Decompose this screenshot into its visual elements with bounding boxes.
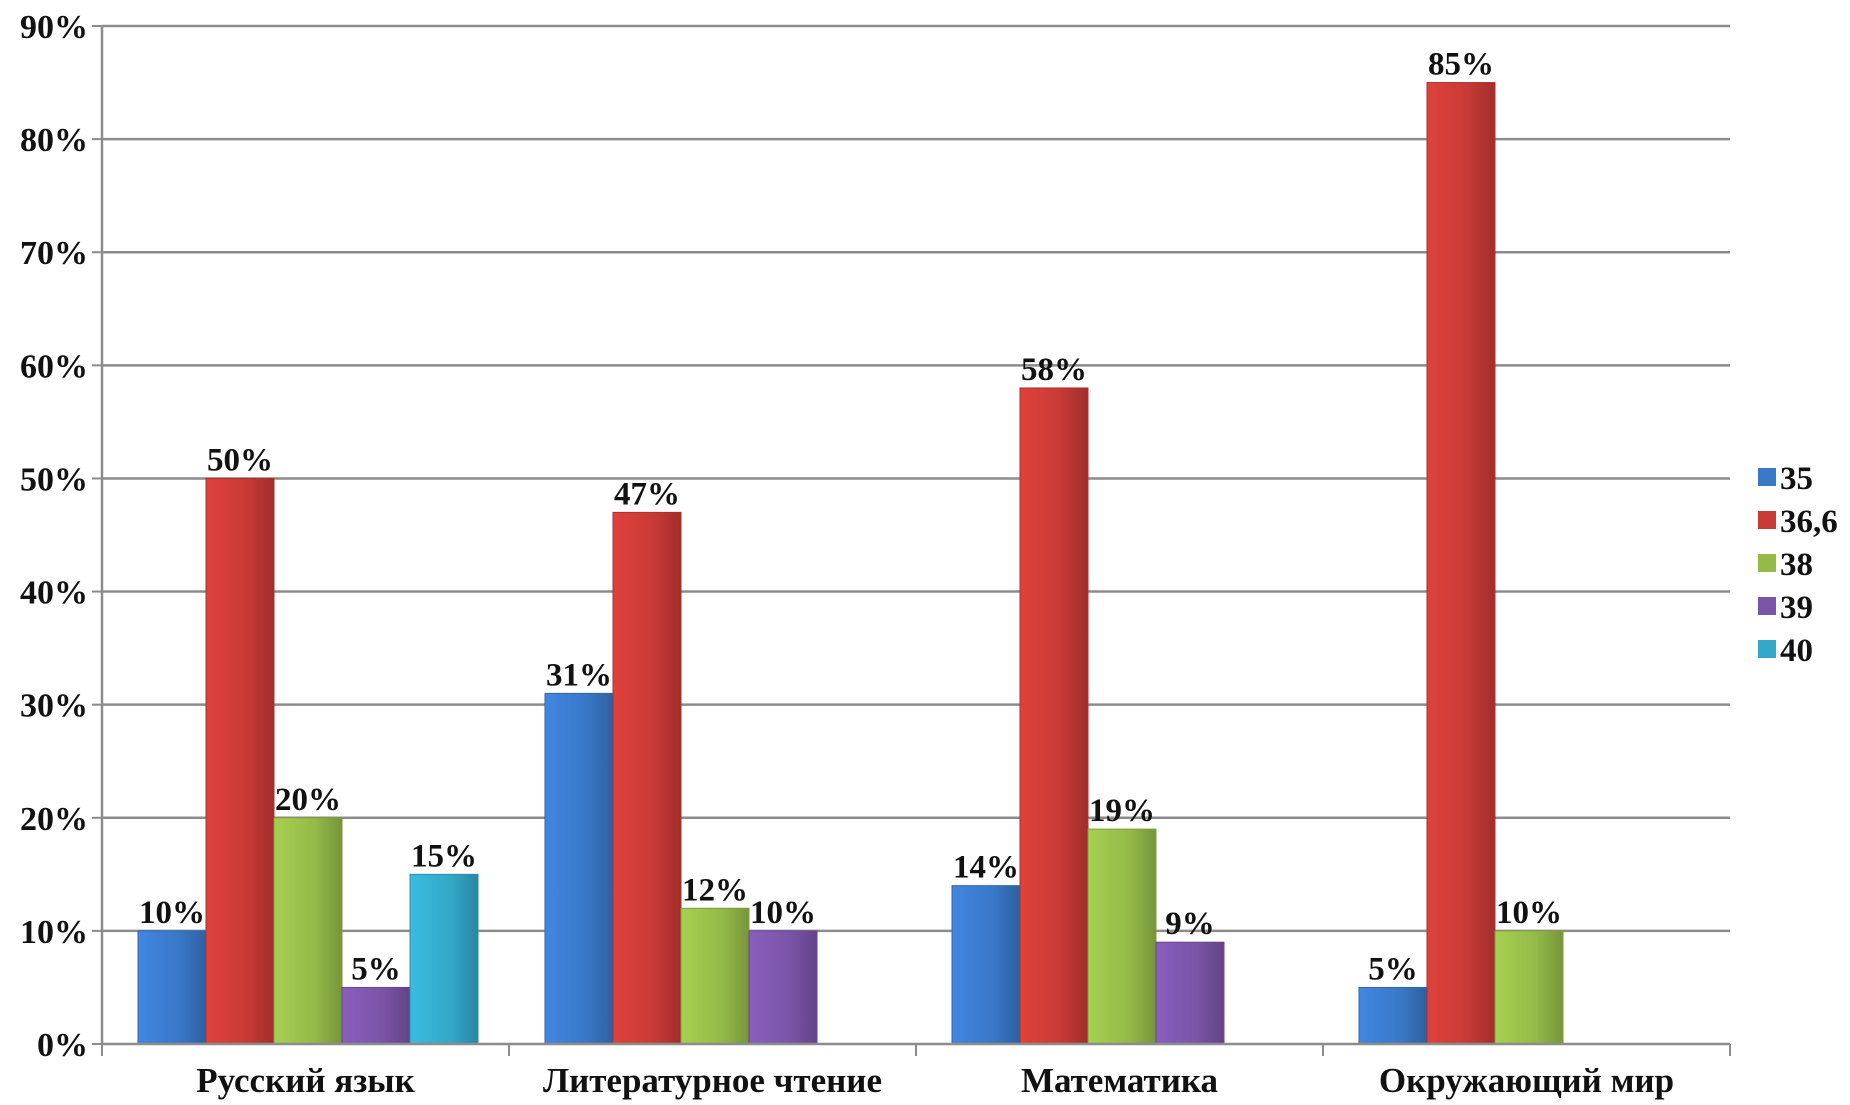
y-tick-label: 40% — [20, 575, 88, 612]
bar-русский-язык-36-6 — [205, 477, 275, 1045]
legend-label: 39 — [1780, 590, 1813, 626]
data-label: 31% — [546, 657, 612, 693]
legend-label: 40 — [1780, 633, 1813, 669]
data-label: 19% — [1089, 793, 1155, 829]
y-tick-label: 50% — [20, 461, 88, 498]
y-tick-label: 60% — [20, 348, 88, 385]
bar-литературное-чтение-35 — [544, 692, 614, 1045]
category-label: Окружающий мир — [1379, 1061, 1674, 1100]
data-labels: 10%50%20%5%15%31%47%12%10%14%58%19%9%5%8… — [139, 47, 1562, 988]
y-tick-label: 0% — [37, 1027, 88, 1064]
legend-label: 35 — [1780, 461, 1813, 497]
gridlines — [102, 24, 1730, 933]
data-label: 12% — [682, 872, 748, 908]
data-label: 10% — [1496, 895, 1562, 931]
legend: 35 36,6 38 39 40 — [1758, 461, 1838, 669]
legend-swatch-39 — [1758, 597, 1776, 615]
data-label: 15% — [411, 838, 477, 874]
category-label: Математика — [1021, 1061, 1218, 1100]
legend-label: 36,6 — [1780, 504, 1838, 540]
legend-swatch-38 — [1758, 554, 1776, 572]
bar-окружающий-мир-38 — [1494, 930, 1564, 1045]
y-tick-label: 20% — [20, 801, 88, 838]
bar-математика-36-6 — [1019, 387, 1089, 1045]
bar-окружающий-мир-36-6 — [1426, 82, 1496, 1045]
bar-русский-язык-40 — [409, 873, 479, 1045]
legend-swatch-36-6 — [1758, 511, 1776, 529]
data-label: 10% — [750, 895, 816, 931]
bar-окружающий-мир-35 — [1358, 986, 1428, 1045]
data-label: 5% — [351, 951, 401, 987]
y-tick-label: 10% — [20, 914, 88, 951]
data-label: 20% — [275, 782, 341, 818]
data-label: 58% — [1021, 352, 1087, 388]
bar-математика-39 — [1155, 941, 1225, 1045]
legend-swatch-35 — [1758, 468, 1776, 486]
bar-литературное-чтение-39 — [748, 930, 818, 1045]
bar-русский-язык-39 — [341, 986, 411, 1045]
y-tick-label: 70% — [20, 235, 88, 272]
bar-математика-35 — [951, 885, 1021, 1045]
bar-литературное-чтение-38 — [680, 907, 750, 1045]
bar-литературное-чтение-36-6 — [612, 511, 682, 1045]
data-label: 85% — [1428, 47, 1494, 83]
bars — [137, 82, 1564, 1045]
axes: 0% 10% 20% 30% 40% 50% 60% 70% 80% 90% Русский язы… — [20, 9, 1731, 1100]
legend-label: 38 — [1780, 547, 1813, 583]
bar-математика-38 — [1087, 828, 1157, 1045]
bar-русский-язык-38 — [273, 817, 343, 1045]
data-label: 50% — [207, 442, 273, 478]
data-label: 5% — [1368, 951, 1418, 987]
legend-swatch-40 — [1758, 640, 1776, 658]
category-label: Русский язык — [196, 1061, 415, 1100]
y-tick-label: 80% — [20, 122, 88, 159]
y-tick-label: 30% — [20, 688, 88, 725]
data-label: 9% — [1165, 906, 1215, 942]
data-label: 10% — [139, 895, 205, 931]
data-label: 14% — [953, 850, 1019, 886]
category-label: Литературное чтение — [543, 1061, 882, 1100]
y-tick-label: 90% — [20, 9, 88, 46]
bar-русский-язык-35 — [137, 930, 207, 1045]
data-label: 47% — [614, 476, 680, 512]
